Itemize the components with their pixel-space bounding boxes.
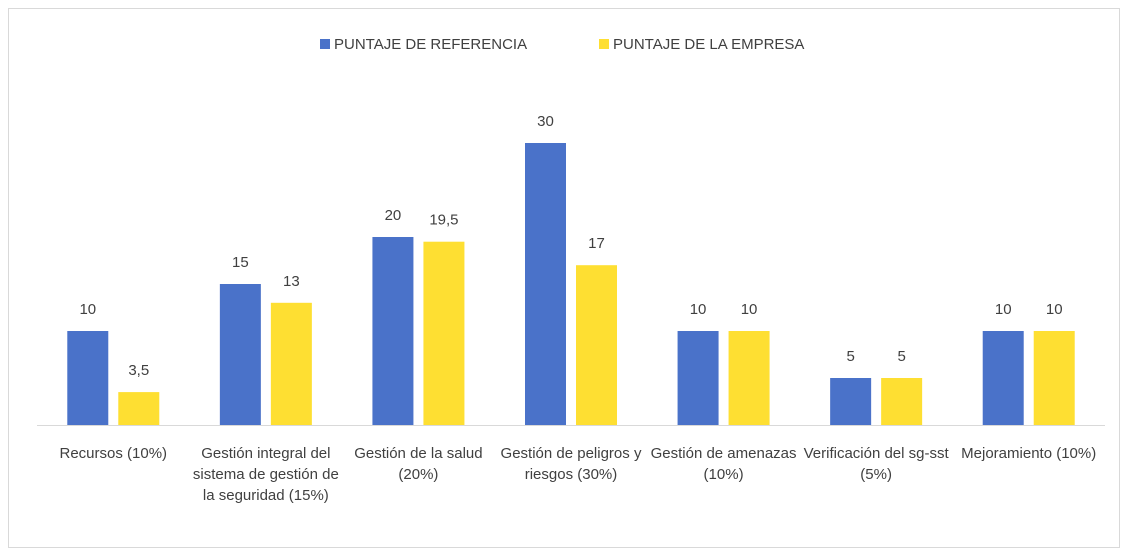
legend-label: PUNTAJE DE LA EMPRESA xyxy=(613,36,804,53)
bar xyxy=(728,331,770,425)
bar xyxy=(677,331,719,425)
bar xyxy=(1033,331,1075,425)
value-label: 15 xyxy=(232,254,249,271)
value-label: 17 xyxy=(588,235,605,252)
bar xyxy=(525,143,566,425)
value-label: 20 xyxy=(385,207,402,224)
value-label: 5 xyxy=(846,348,854,365)
value-label: 5 xyxy=(897,348,905,365)
x-tick-label: Gestión integral del sistema de gestión … xyxy=(192,445,339,504)
bar xyxy=(67,331,109,425)
legend-swatch xyxy=(599,39,609,49)
value-label: 10 xyxy=(79,301,96,318)
x-tick-label: Gestión de amenazas (10%) xyxy=(650,445,797,483)
legend-swatch xyxy=(320,39,330,49)
bar xyxy=(830,378,872,425)
value-label: 10 xyxy=(690,301,707,318)
bar xyxy=(881,378,923,425)
legend-label: PUNTAJE DE REFERENCIA xyxy=(334,36,527,53)
bar xyxy=(576,265,617,425)
value-label: 13 xyxy=(283,273,300,290)
value-label: 30 xyxy=(537,113,554,130)
bar xyxy=(423,241,465,425)
bar xyxy=(118,392,160,425)
value-label: 19,5 xyxy=(429,212,458,229)
x-tick-label: Gestión de la salud (20%) xyxy=(354,445,483,483)
value-label: 10 xyxy=(741,301,758,318)
bar xyxy=(270,302,312,425)
bar xyxy=(372,237,414,425)
bar xyxy=(219,284,261,425)
value-label: 3,5 xyxy=(128,362,149,379)
value-label: 10 xyxy=(995,301,1012,318)
x-tick-label: Mejoramiento (10%) xyxy=(961,445,1097,462)
bar xyxy=(982,331,1024,425)
value-label: 10 xyxy=(1046,301,1063,318)
chart-frame xyxy=(8,8,1120,548)
x-tick-label: Verificación del sg-sst (5%) xyxy=(803,445,949,483)
x-tick-label: Gestión de peligros y riesgos (30%) xyxy=(500,445,642,483)
x-tick-label: Recursos (10%) xyxy=(59,445,168,462)
